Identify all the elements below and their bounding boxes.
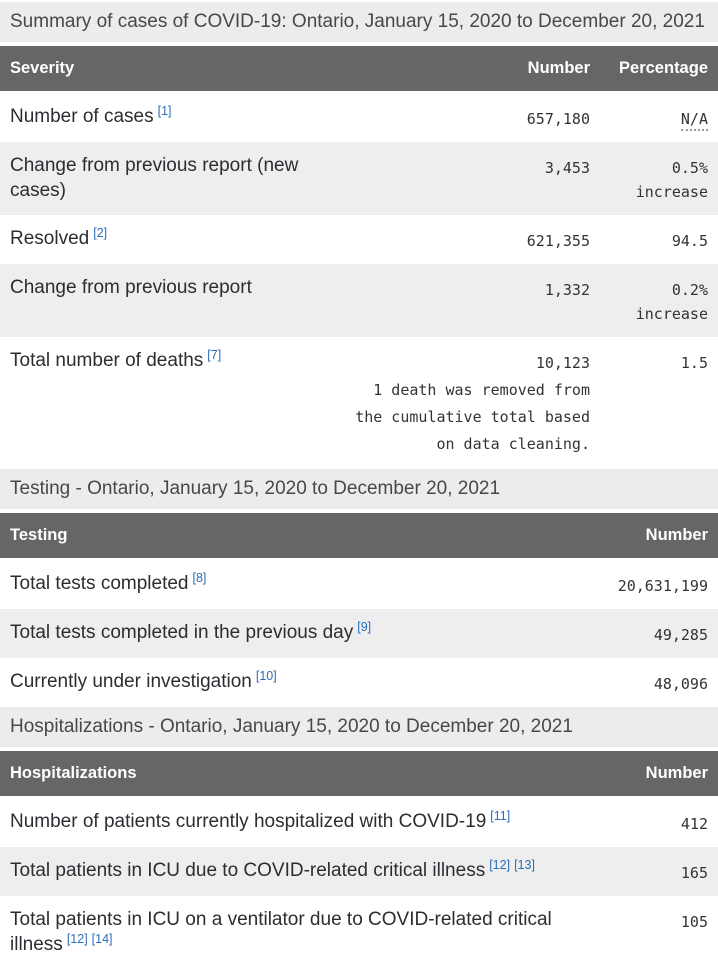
row-label-cell: Number of cases [1] bbox=[0, 93, 350, 142]
table-section: Summary of cases of COVID-19: Ontario, J… bbox=[0, 2, 718, 469]
row-number: 48,096 bbox=[653, 675, 708, 693]
footnote-link[interactable]: [1] bbox=[157, 103, 172, 118]
data-table: Hospitalizations Number Number of patients… bbox=[0, 751, 718, 968]
na-abbr: N/A bbox=[680, 110, 708, 131]
row-number-cell: 49,285 bbox=[588, 609, 718, 658]
table-section: Hospitalizations - Ontario, January 15, … bbox=[0, 707, 718, 968]
row-number-cell: 105 bbox=[588, 896, 718, 968]
row-label-cell: Total number of deaths [7] bbox=[0, 337, 350, 469]
row-number: 49,285 bbox=[653, 626, 708, 644]
footnote-link[interactable]: [12] bbox=[66, 931, 88, 946]
footnote-link[interactable]: [14] bbox=[91, 931, 113, 946]
row-number-cell: 10,123 1 death was removed from the cumul… bbox=[350, 337, 600, 469]
footnote-link[interactable]: [8] bbox=[192, 570, 207, 585]
table-row: Total number of deaths [7] 10,123 1 death w… bbox=[0, 337, 718, 469]
number-note: 1 death was removed from the cumulative … bbox=[355, 381, 590, 453]
row-percentage-cell: 94.5 bbox=[600, 215, 718, 264]
row-number: 1,332 bbox=[544, 281, 590, 299]
column-header: Percentage bbox=[600, 46, 718, 93]
table-section: Testing - Ontario, January 15, 2020 to D… bbox=[0, 469, 718, 707]
row-percentage-cell: 1.5 bbox=[600, 337, 718, 469]
row-label-cell: Total patients in ICU due to COVID-relat… bbox=[0, 847, 588, 896]
table-caption: Summary of cases of COVID-19: Ontario, J… bbox=[0, 2, 718, 42]
column-header: Testing bbox=[0, 513, 588, 560]
table-row: Change from previous report 1,332 0.2% inc… bbox=[0, 264, 718, 337]
table-row: Number of cases [1] 657,180 N/A bbox=[0, 93, 718, 142]
table-row: Number of patients currently hospitalize… bbox=[0, 798, 718, 847]
row-number-cell: 20,631,199 bbox=[588, 560, 718, 609]
column-header: Number bbox=[588, 513, 718, 560]
table-row: Total tests completed in the previous da… bbox=[0, 609, 718, 658]
row-label: Total tests completed bbox=[10, 573, 189, 594]
table-row: Total tests completed [8] 20,631,199 bbox=[0, 560, 718, 609]
table-row: Total patients in ICU due to COVID-relat… bbox=[0, 847, 718, 896]
row-percentage-cell: N/A bbox=[600, 93, 718, 142]
row-number: 412 bbox=[680, 815, 708, 833]
row-number-cell: 1,332 bbox=[350, 264, 600, 337]
row-label: Resolved bbox=[10, 228, 90, 249]
footnote-link[interactable]: [11] bbox=[490, 808, 511, 823]
data-table: Severity Number Percentage Number of cases[… bbox=[0, 46, 718, 469]
row-label: Total tests completed in the previous da… bbox=[10, 622, 354, 643]
row-label-cell: Number of patients currently hospitalize… bbox=[0, 798, 588, 847]
row-percentage: 0.2% increase bbox=[635, 281, 708, 323]
row-label-cell: Change from previous report (new cases) bbox=[0, 142, 350, 215]
row-number-cell: 3,453 bbox=[350, 142, 600, 215]
row-number: 3,453 bbox=[544, 159, 590, 177]
row-percentage: 0.5% increase bbox=[635, 159, 708, 201]
header-row: Testing Number bbox=[0, 513, 718, 560]
row-number-cell: 621,355 bbox=[350, 215, 600, 264]
row-label-cell: Total patients in ICU on a ventilator du… bbox=[0, 896, 588, 968]
row-number-cell: 657,180 bbox=[350, 93, 600, 142]
table-row: Change from previous report (new cases) 3… bbox=[0, 142, 718, 215]
row-percentage-cell: 0.5% increase bbox=[600, 142, 718, 215]
table-caption: Testing - Ontario, January 15, 2020 to D… bbox=[0, 469, 718, 509]
header-row: Severity Number Percentage bbox=[0, 46, 718, 93]
data-table: Testing Number Total tests completed [8] 20,… bbox=[0, 513, 718, 707]
row-label: Number of patients currently hospitalize… bbox=[10, 811, 487, 832]
row-percentage: 1.5 bbox=[680, 354, 708, 372]
row-label: Number of cases bbox=[10, 106, 154, 127]
footnote-link[interactable]: [2] bbox=[93, 225, 108, 240]
row-label: Change from previous report bbox=[10, 277, 252, 298]
row-number: 105 bbox=[680, 913, 708, 931]
row-number: 20,631,199 bbox=[617, 577, 708, 595]
row-number-cell: 165 bbox=[588, 847, 718, 896]
table-row: Resolved [2] 621,355 94.5 bbox=[0, 215, 718, 264]
footnote-link[interactable]: [10] bbox=[255, 668, 277, 683]
footnote-link[interactable]: [7] bbox=[207, 347, 222, 362]
footnote-link[interactable]: [13] bbox=[514, 857, 535, 872]
column-header: Number bbox=[350, 46, 600, 93]
row-number: 165 bbox=[680, 864, 708, 882]
row-number-cell: 412 bbox=[588, 798, 718, 847]
row-label: Total number of deaths bbox=[10, 350, 204, 371]
header-row: Hospitalizations Number bbox=[0, 751, 718, 798]
row-label: Total patients in ICU due to COVID-relat… bbox=[10, 860, 486, 881]
row-number: 621,355 bbox=[526, 232, 590, 250]
row-number: 10,123 bbox=[535, 354, 590, 372]
column-header: Severity bbox=[0, 46, 350, 93]
column-header: Hospitalizations bbox=[0, 751, 588, 798]
table-caption: Hospitalizations - Ontario, January 15, … bbox=[0, 707, 718, 747]
row-label-cell: Change from previous report bbox=[0, 264, 350, 337]
column-header: Number bbox=[588, 751, 718, 798]
row-label-cell: Total tests completed [8] bbox=[0, 560, 588, 609]
row-percentage-cell: 0.2% increase bbox=[600, 264, 718, 337]
footnote-link[interactable]: [9] bbox=[357, 619, 372, 634]
row-label-cell: Resolved [2] bbox=[0, 215, 350, 264]
footnote-link[interactable]: [12] bbox=[489, 857, 511, 872]
row-label: Currently under investigation bbox=[10, 671, 252, 692]
row-number-cell: 48,096 bbox=[588, 658, 718, 707]
row-percentage: 94.5 bbox=[671, 232, 708, 250]
table-row: Total patients in ICU on a ventilator du… bbox=[0, 896, 718, 968]
row-label-cell: Currently under investigation [10] bbox=[0, 658, 588, 707]
row-label: Change from previous report (new cases) bbox=[10, 155, 299, 201]
row-number: 657,180 bbox=[526, 110, 590, 128]
row-label-cell: Total tests completed in the previous da… bbox=[0, 609, 588, 658]
table-row: Currently under investigation [10] 48,096 bbox=[0, 658, 718, 707]
